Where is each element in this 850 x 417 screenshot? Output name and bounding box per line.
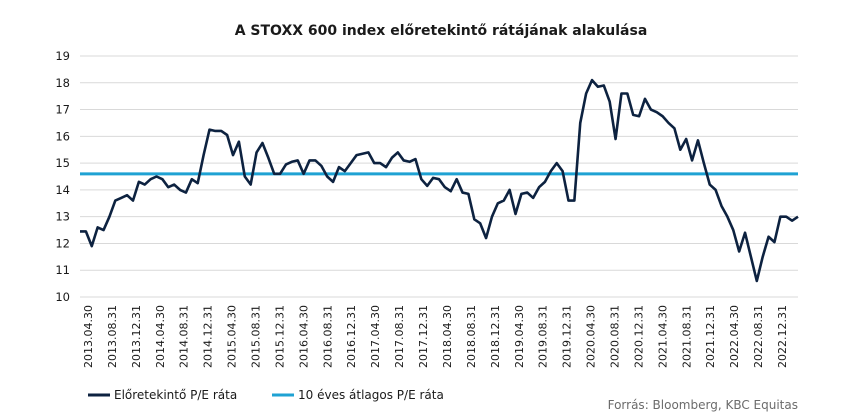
x-tick-label: 2015.12.31 <box>273 305 286 368</box>
x-tick-label: 2013.04.30 <box>82 305 95 368</box>
x-tick-label: 2013.12.31 <box>130 305 143 368</box>
x-tick-label: 2018.12.31 <box>489 305 502 368</box>
x-tick-label: 2021.12.31 <box>704 305 717 368</box>
series-lines <box>80 78 799 283</box>
x-tick-label: 2022.08.31 <box>752 305 765 368</box>
legend-label-10y-average: 10 éves átlagos P/E ráta <box>298 388 444 402</box>
y-axis-ticks: 10 11 12 13 14 15 16 17 18 19 <box>55 49 70 304</box>
x-tick-label: 2020.04.30 <box>585 305 598 368</box>
x-tick-label: 2015.04.30 <box>226 305 239 368</box>
x-tick-label: 2019.08.31 <box>537 305 550 368</box>
x-tick-label: 2021.08.31 <box>680 305 693 368</box>
x-tick-label: 2017.12.31 <box>417 305 430 368</box>
y-tick-label: 11 <box>55 263 70 277</box>
x-tick-label: 2013.08.31 <box>106 305 119 368</box>
x-tick-label: 2019.12.31 <box>561 305 574 368</box>
x-tick-label: 2022.12.31 <box>776 305 789 368</box>
x-tick-label: 2018.04.30 <box>441 305 454 368</box>
gridlines <box>80 55 798 298</box>
x-tick-label: 2022.04.30 <box>728 305 741 368</box>
y-tick-label: 15 <box>55 156 70 170</box>
y-tick-label: 10 <box>55 290 70 304</box>
y-tick-label: 12 <box>55 236 70 250</box>
y-tick-label: 13 <box>55 210 70 224</box>
chart-title: A STOXX 600 index előretekintő rátájának… <box>235 23 648 39</box>
x-tick-label: 2021.04.30 <box>656 305 669 368</box>
x-tick-label: 2016.12.31 <box>345 305 358 368</box>
x-tick-label: 2019.04.30 <box>513 305 526 368</box>
x-tick-label: 2016.04.30 <box>297 305 310 368</box>
x-tick-label: 2014.04.30 <box>154 305 167 368</box>
y-tick-label: 14 <box>55 183 70 197</box>
x-tick-label: 2015.08.31 <box>250 305 263 368</box>
x-tick-label: 2014.12.31 <box>202 305 215 368</box>
y-tick-label: 17 <box>55 103 70 117</box>
y-tick-label: 19 <box>55 49 70 63</box>
x-tick-label: 2018.08.31 <box>465 305 478 368</box>
x-axis-ticks: 2013.04.30 2013.08.31 2013.12.31 2014.04.30… <box>82 305 789 368</box>
series-line-forward-pe <box>80 78 799 283</box>
x-tick-label: 2017.04.30 <box>369 305 382 368</box>
legend: Előretekintő P/E ráta 10 éves átlagos P/… <box>88 388 444 402</box>
x-tick-label: 2014.08.31 <box>178 305 191 368</box>
source-note: Forrás: Bloomberg, KBC Equitas <box>608 398 798 412</box>
x-tick-label: 2020.12.31 <box>632 305 645 368</box>
y-tick-label: 18 <box>55 76 70 90</box>
x-tick-label: 2017.08.31 <box>393 305 406 368</box>
x-tick-label: 2020.08.31 <box>608 305 621 368</box>
x-tick-label: 2016.08.31 <box>321 305 334 368</box>
y-tick-label: 16 <box>55 129 70 143</box>
legend-label-forward-pe: Előretekintő P/E ráta <box>114 388 237 402</box>
